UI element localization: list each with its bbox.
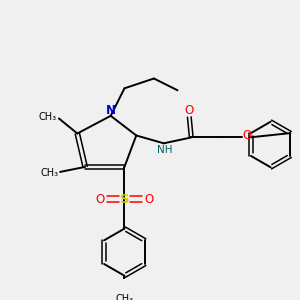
- Text: NH: NH: [157, 146, 172, 155]
- Text: CH₃: CH₃: [39, 112, 57, 122]
- Text: CH₃: CH₃: [40, 168, 58, 178]
- Text: O: O: [185, 104, 194, 117]
- Text: N: N: [106, 104, 116, 117]
- Text: S: S: [120, 193, 129, 206]
- Text: CH₃: CH₃: [116, 294, 134, 300]
- Text: O: O: [243, 129, 252, 142]
- Text: O: O: [95, 193, 105, 206]
- Text: O: O: [144, 193, 153, 206]
